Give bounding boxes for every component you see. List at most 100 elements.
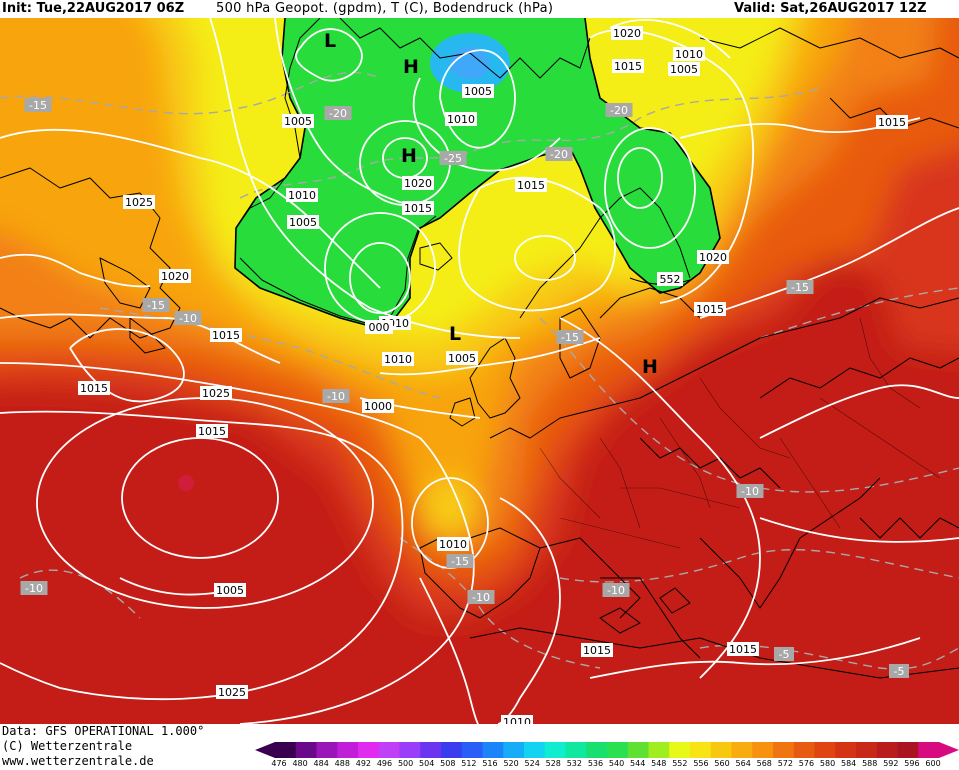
pressure-label: 1010 [673, 47, 705, 61]
svg-text:1015: 1015 [198, 425, 226, 438]
svg-text:-10: -10 [607, 584, 625, 597]
pressure-label: 1015 [515, 178, 547, 192]
temperature-label: -15 [446, 554, 474, 568]
partial-label-text: 000 [369, 321, 390, 334]
legend-swatch [441, 742, 463, 758]
pressure-label: 1005 [668, 62, 700, 76]
high-pressure-symbol: H [403, 56, 419, 78]
isotherms [0, 71, 959, 670]
svg-text:-15: -15 [29, 99, 47, 112]
legend-swatch [586, 742, 608, 758]
coastlines [0, 18, 959, 679]
legend-label: 516 [482, 759, 498, 768]
copyright: (C) Wetterzentrale [2, 739, 133, 753]
svg-text:-15: -15 [147, 299, 165, 312]
pressure-label: 1015 [612, 59, 644, 73]
svg-text:1015: 1015 [80, 382, 108, 395]
pressure-label: 1005 [282, 114, 314, 128]
partial-label: 000 [365, 320, 393, 334]
svg-text:1015: 1015 [517, 179, 545, 192]
svg-text:-15: -15 [451, 555, 469, 568]
legend-label: 544 [630, 759, 646, 768]
color-legend-bar [255, 742, 959, 758]
temperature-label: -15 [556, 330, 584, 344]
svg-text:1025: 1025 [218, 686, 246, 699]
pressure-label: 1015 [581, 643, 613, 657]
pressure-label: 1020 [402, 176, 434, 190]
legend-swatch [856, 742, 878, 758]
temperature-label: -10 [322, 389, 350, 403]
temperature-label: -10 [174, 311, 202, 325]
legend-label: 504 [419, 759, 435, 768]
legend-swatch [399, 742, 421, 758]
pressure-label: 1015 [694, 302, 726, 316]
svg-text:1015: 1015 [696, 303, 724, 316]
legend-swatch [275, 742, 297, 758]
svg-text:1010: 1010 [384, 353, 412, 366]
website-url: www.wetterzentrale.de [2, 754, 154, 768]
legend-swatch [752, 742, 774, 758]
legend-label: 508 [440, 759, 456, 768]
legend-swatch [918, 742, 940, 758]
legend-swatch [482, 742, 504, 758]
field-description: 500 hPa Geopot. (gpdm), T (C), Bodendruc… [216, 1, 554, 16]
svg-text:-10: -10 [25, 582, 43, 595]
contour-value: 552 [660, 273, 681, 286]
temperature-label: -10 [467, 590, 495, 604]
svg-text:-20: -20 [610, 104, 628, 117]
legend-label: 512 [461, 759, 477, 768]
legend-label: 580 [819, 759, 836, 768]
temperature-label: -15 [142, 298, 170, 312]
svg-text:1020: 1020 [613, 27, 641, 40]
legend-label: 576 [798, 759, 815, 768]
legend-swatch [793, 742, 815, 758]
legend-swatch [524, 742, 546, 758]
pressure-label: 1015 [402, 201, 434, 215]
legend-label: 548 [651, 759, 667, 768]
svg-text:1015: 1015 [729, 643, 757, 656]
temperature-label: -5 [774, 647, 794, 661]
legend-label: 532 [566, 759, 582, 768]
chart-footer: Data: GFS OPERATIONAL 1.000° (C) Wetterz… [0, 724, 959, 770]
legend-label: 480 [292, 759, 308, 768]
temperature-label: -15 [24, 98, 52, 112]
pressure-label: 1025 [216, 685, 248, 699]
legend-label: 568 [756, 759, 772, 768]
temperature-label: -10 [736, 484, 764, 498]
svg-text:1010: 1010 [439, 538, 467, 551]
pressure-label: 1025 [123, 195, 155, 209]
pressure-label: 1020 [697, 250, 729, 264]
legend-label: 560 [714, 759, 730, 768]
temperature-label: -20 [324, 106, 352, 120]
svg-text:1025: 1025 [125, 196, 153, 209]
legend-swatch [607, 742, 629, 758]
legend-swatch [316, 742, 338, 758]
legend-swatch [897, 742, 919, 758]
low-pressure-symbol: L [449, 323, 461, 345]
svg-text:1010: 1010 [447, 113, 475, 126]
legend-label: 496 [376, 759, 393, 768]
high-pressure-symbol: H [642, 356, 658, 378]
legend-label: 484 [313, 759, 329, 768]
legend-label: 476 [271, 759, 287, 768]
pressure-labels: 1020 1015 1010 1005 1005 1010 1020 1015 1010 1005… [78, 26, 908, 724]
legend-label: 592 [883, 759, 899, 768]
svg-text:-15: -15 [791, 281, 809, 294]
pressure-label: 1005 [214, 583, 246, 597]
legend-swatch [814, 742, 836, 758]
legend-swatch [565, 742, 587, 758]
svg-text:1005: 1005 [448, 352, 476, 365]
svg-text:1020: 1020 [404, 177, 432, 190]
legend-label: 588 [862, 759, 878, 768]
svg-text:1010: 1010 [675, 48, 703, 61]
svg-text:-10: -10 [741, 485, 759, 498]
temperature-label: -10 [20, 581, 48, 595]
svg-text:-10: -10 [327, 390, 345, 403]
pressure-label: 1010 [382, 352, 414, 366]
pressure-centers: L H H L H [324, 30, 658, 378]
svg-text:-20: -20 [550, 148, 568, 161]
svg-text:1025: 1025 [202, 387, 230, 400]
legend-swatch [358, 742, 380, 758]
pressure-label: 1015 [78, 381, 110, 395]
valid-time: Valid: Sat,26AUG2017 12Z [734, 1, 927, 16]
